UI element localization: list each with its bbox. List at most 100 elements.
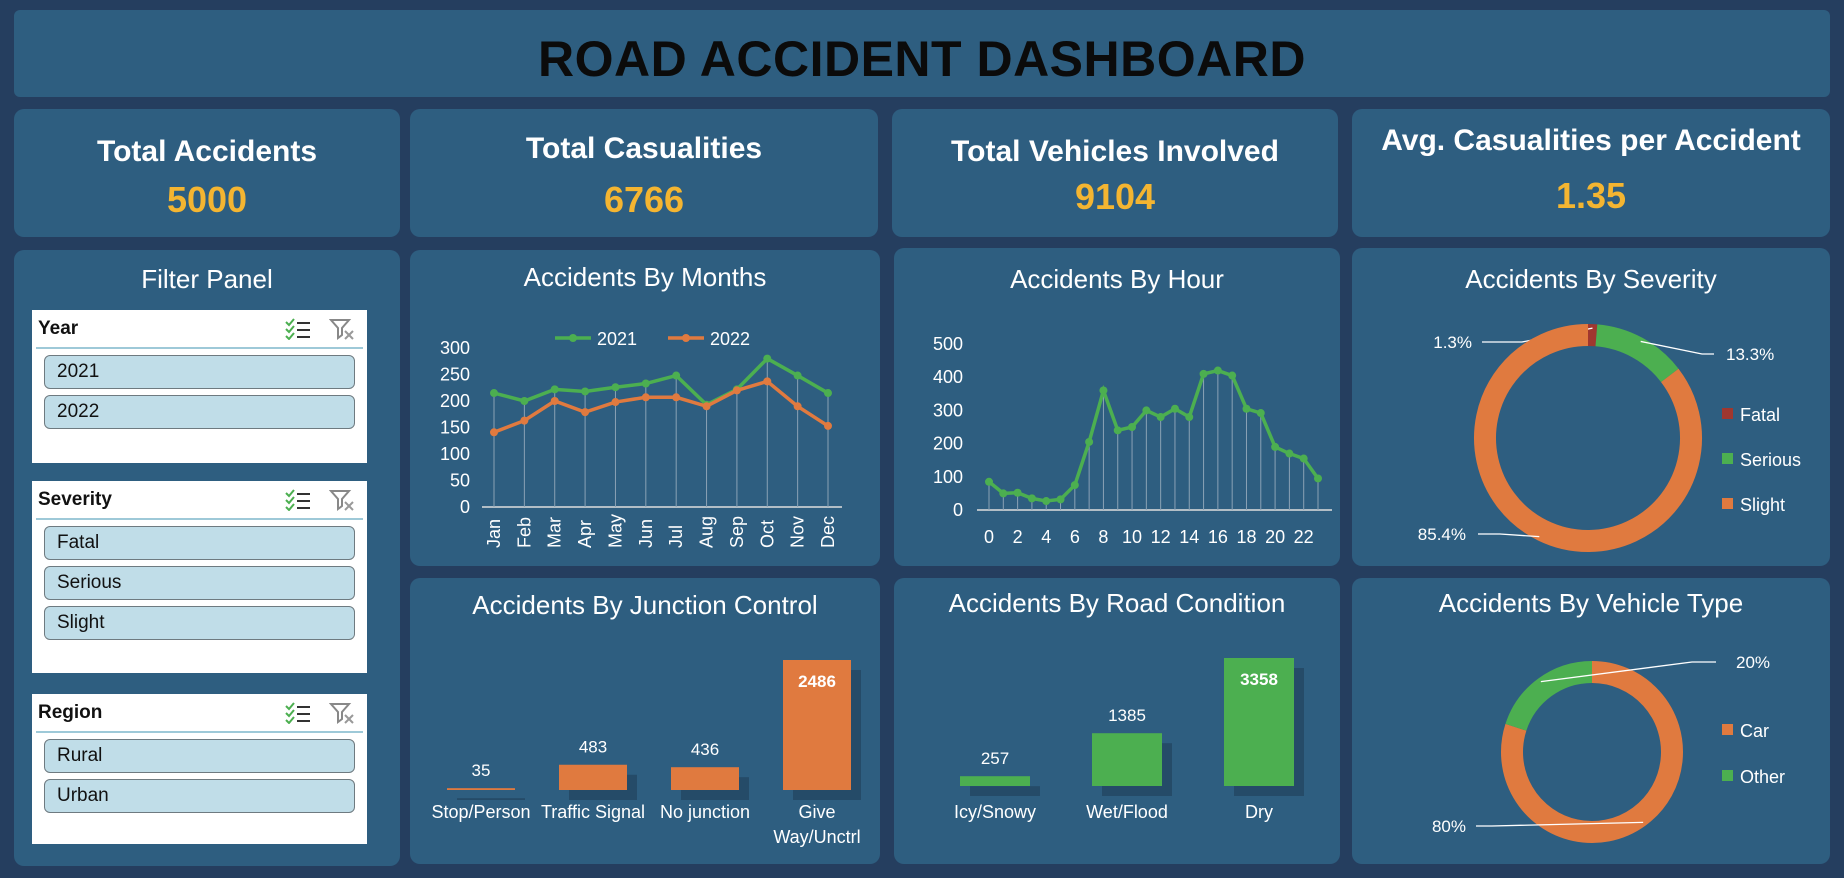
bar-value-label: 483 <box>579 738 607 757</box>
slicer-item-rural[interactable]: Rural <box>44 739 355 773</box>
x-tick-label: Nov <box>788 516 808 548</box>
slicer-header: Year <box>38 318 79 339</box>
bar-value-label: 3358 <box>1240 670 1278 689</box>
legend-label: 2022 <box>710 329 750 349</box>
slicer-item-urban[interactable]: Urban <box>44 779 355 813</box>
data-point <box>581 387 590 396</box>
x-tick-label: 16 <box>1208 527 1228 547</box>
x-tick-label: 20 <box>1265 527 1285 547</box>
slice-value-label: 20% <box>1736 653 1770 672</box>
multi-select-icon[interactable] <box>285 702 311 724</box>
data-point <box>641 393 650 402</box>
kpi-avg-casualties: Avg. Casualities per Accident 1.35 <box>1352 109 1830 237</box>
filter-panel-title: Filter Panel <box>141 264 273 294</box>
legend-swatch <box>1722 453 1733 464</box>
chart-title: Accidents By Road Condition <box>948 588 1286 618</box>
slicer-item-fatal[interactable]: Fatal <box>44 526 355 560</box>
data-point <box>1299 454 1308 463</box>
road-chart: 257 Icy/Snowy 1385 Wet/Flood 3358 Dry <box>954 658 1304 822</box>
bar-value-label: 2486 <box>798 672 836 691</box>
legend-label: Car <box>1740 721 1769 741</box>
data-point <box>611 398 620 407</box>
multi-select-icon[interactable] <box>285 489 311 511</box>
data-point <box>1285 449 1294 458</box>
slicer-item-slight[interactable]: Slight <box>44 606 355 640</box>
x-tick-label: Give <box>798 802 835 822</box>
data-point <box>1128 423 1137 431</box>
kpi-total-accidents: Total Accidents 5000 <box>14 109 400 237</box>
data-point <box>763 354 772 363</box>
x-tick-label: Stop/Person <box>431 802 530 822</box>
legend-marker <box>569 334 577 342</box>
chart-title: Accidents By Hour <box>1010 264 1224 294</box>
data-point <box>763 377 772 386</box>
slicer-item-2021[interactable]: 2021 <box>44 355 355 389</box>
slicer-item-serious[interactable]: Serious <box>44 566 355 600</box>
legend-label: Fatal <box>1740 405 1780 425</box>
x-tick-label: Traffic Signal <box>541 802 645 822</box>
slicer-header: Region <box>38 702 103 723</box>
bar-shadow <box>457 798 525 800</box>
x-tick-label: Mar <box>545 517 565 548</box>
slice-value-label: 13.3% <box>1726 345 1774 364</box>
kpi-total-casualties: Total Casualities 6766 <box>410 109 878 237</box>
x-tick-label: Icy/Snowy <box>954 802 1036 822</box>
x-tick-label: Wet/Flood <box>1086 802 1168 822</box>
leader-line <box>1476 821 1644 827</box>
data-point <box>1271 442 1280 451</box>
y-tick-label: 50 <box>450 471 470 491</box>
slice-value-label: 80% <box>1432 817 1466 836</box>
bar <box>1224 658 1294 786</box>
x-tick-label: 10 <box>1122 527 1142 547</box>
slicer-item-2022[interactable]: 2022 <box>44 395 355 429</box>
x-tick-label: 22 <box>1294 527 1314 547</box>
leader-line <box>1540 661 1716 683</box>
slicer-severity: Severity Fatal Serious Slight <box>32 481 367 673</box>
kpi-value: 6766 <box>603 179 685 220</box>
x-tick-label: 14 <box>1179 527 1199 547</box>
x-tick-label: 8 <box>1098 527 1108 547</box>
data-point <box>793 371 802 380</box>
y-tick-label: 300 <box>440 338 470 358</box>
slice-value-label: 85.4% <box>1418 525 1466 544</box>
slice-other <box>1505 661 1593 732</box>
data-point <box>732 386 741 395</box>
clear-filter-icon[interactable] <box>329 489 355 511</box>
kpi-label: Total Accidents <box>96 135 318 168</box>
data-point <box>1185 413 1194 422</box>
data-point <box>672 393 681 402</box>
data-point <box>550 397 559 405</box>
x-tick-label: Oct <box>757 520 777 548</box>
x-tick-label: 0 <box>984 527 994 547</box>
panel-vehicle: Accidents By Vehicle Type 80% 20% Car Other <box>1352 578 1830 864</box>
series-line-main <box>987 368 1320 503</box>
clear-filter-icon[interactable] <box>329 702 355 724</box>
y-tick-label: 400 <box>933 367 963 387</box>
data-point <box>1228 371 1237 380</box>
kpi-label: Avg. Casualities per Accident <box>1381 124 1801 157</box>
multi-select-icon[interactable] <box>285 318 311 340</box>
data-point <box>793 402 802 411</box>
clear-filter-icon[interactable] <box>329 318 355 340</box>
x-tick-label: Jun <box>636 519 656 548</box>
chart-title: Accidents By Severity <box>1465 264 1717 294</box>
data-point <box>611 383 620 392</box>
data-point <box>1199 369 1208 378</box>
data-point <box>985 477 993 486</box>
x-tick-label: Aug <box>697 516 717 548</box>
leader-line <box>1478 533 1540 538</box>
data-point <box>581 408 590 417</box>
x-tick-label: Sep <box>727 516 747 548</box>
data-point <box>702 402 711 411</box>
bar-value-label: 35 <box>472 761 491 780</box>
y-tick-label: 100 <box>440 444 470 464</box>
x-tick-label: Feb <box>514 517 534 548</box>
data-point <box>1113 426 1122 435</box>
panel-road: Accidents By Road Condition 257 Icy/Snowy… <box>894 578 1340 864</box>
legend-swatch <box>1722 498 1733 509</box>
y-tick-label: 200 <box>440 391 470 411</box>
data-point <box>999 489 1008 498</box>
bar-value-label: 1385 <box>1108 706 1146 725</box>
data-point <box>520 416 529 425</box>
bar-value-label: 257 <box>981 749 1009 768</box>
